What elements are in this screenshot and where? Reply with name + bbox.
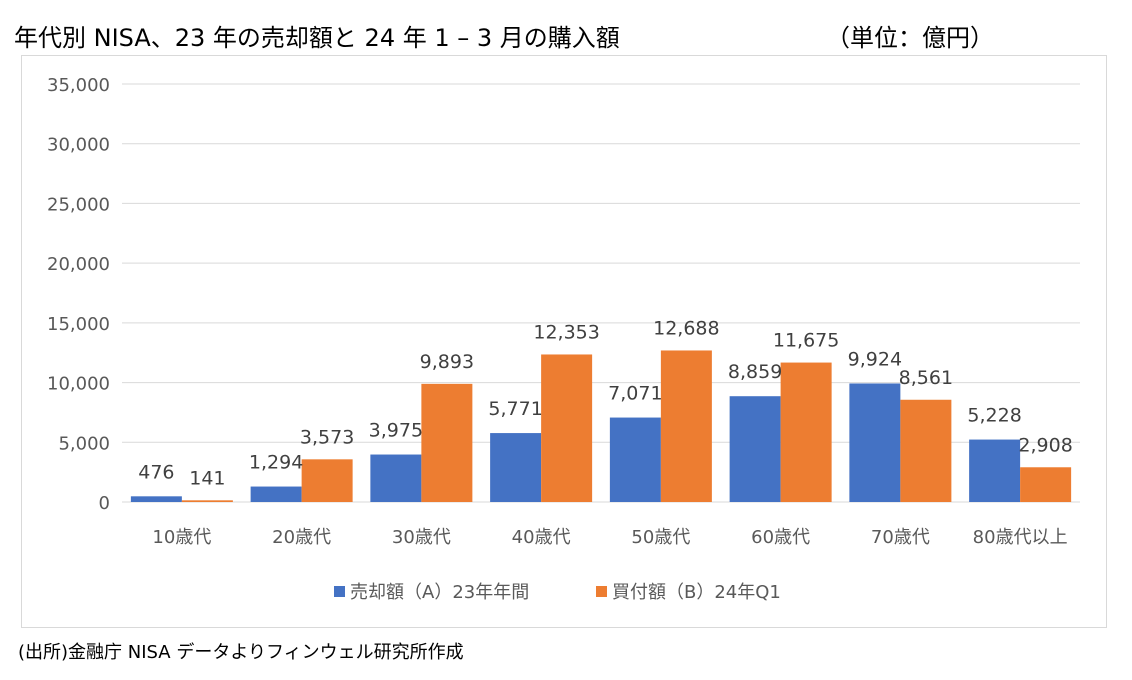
bar xyxy=(421,383,473,502)
data-labels: 476 141 1,294 3,573 3,975 9,893 5,771 12,353 7,0… xyxy=(138,317,1073,489)
data-label: 3,573 xyxy=(300,426,354,448)
bar xyxy=(370,454,422,502)
y-tick-label: 30,000 xyxy=(47,135,110,156)
unit-label: （単位：億円） xyxy=(826,24,994,52)
bar xyxy=(609,417,661,502)
bar xyxy=(250,486,302,502)
data-label: 8,561 xyxy=(899,367,953,389)
legend-swatch xyxy=(334,586,345,597)
legend-label: 売却額（A）23年年間 xyxy=(350,582,529,603)
data-label: 5,228 xyxy=(967,405,1021,427)
x-tick-label: 70歳代 xyxy=(871,527,930,548)
y-tick-label: 20,000 xyxy=(47,254,110,275)
x-axis-ticks: 10歳代 20歳代 30歳代 40歳代 50歳代 60歳代 70歳代 80歳代以上 xyxy=(152,527,1067,548)
source-note: (出所)金融庁 NISA データよりフィンウェル研究所作成 xyxy=(18,642,464,663)
x-tick-label: 60歳代 xyxy=(751,527,810,548)
data-label: 11,675 xyxy=(773,330,839,352)
y-tick-label: 15,000 xyxy=(47,314,110,335)
y-tick-label: 10,000 xyxy=(47,374,110,395)
data-label: 9,924 xyxy=(848,348,902,370)
bar xyxy=(780,362,832,502)
x-tick-label: 10歳代 xyxy=(152,527,211,548)
bar xyxy=(181,500,233,502)
legend: 売却額（A）23年年間 買付額（B）24年Q1 xyxy=(334,582,781,603)
data-label: 7,071 xyxy=(608,383,662,405)
data-label: 141 xyxy=(189,467,225,489)
y-tick-label: 5,000 xyxy=(58,433,110,454)
y-tick-label: 35,000 xyxy=(47,75,110,96)
bars xyxy=(130,350,1072,502)
bar xyxy=(660,350,712,502)
bar xyxy=(301,459,353,502)
bar xyxy=(900,399,952,502)
chart-title: 年代別 NISA、23 年の売却額と 24 年 1 – 3 月の購入額 xyxy=(14,24,620,52)
legend-label: 買付額（B）24年Q1 xyxy=(612,582,781,603)
x-tick-label: 40歳代 xyxy=(512,527,571,548)
bar xyxy=(490,433,542,502)
x-tick-label: 30歳代 xyxy=(392,527,451,548)
bar xyxy=(541,354,593,502)
gridlines xyxy=(122,83,1080,503)
data-label: 2,908 xyxy=(1018,434,1072,456)
data-label: 476 xyxy=(138,461,174,483)
bar xyxy=(969,439,1021,502)
bar xyxy=(849,383,901,502)
legend-swatch xyxy=(596,586,607,597)
data-label: 8,859 xyxy=(728,361,782,383)
x-tick-label: 50歳代 xyxy=(631,527,690,548)
y-tick-label: 25,000 xyxy=(47,194,110,215)
data-label: 9,893 xyxy=(420,351,474,373)
y-tick-label: 0 xyxy=(99,493,110,514)
x-tick-label: 80歳代以上 xyxy=(973,527,1068,548)
data-label: 5,771 xyxy=(488,398,542,420)
bar xyxy=(1020,467,1072,502)
y-axis-ticks: 0 5,000 10,000 15,000 20,000 25,000 30,000 35,0… xyxy=(47,75,110,514)
data-label: 3,975 xyxy=(369,420,423,442)
bar xyxy=(729,396,781,502)
x-tick-label: 20歳代 xyxy=(272,527,331,548)
data-label: 1,294 xyxy=(249,452,303,474)
data-label: 12,688 xyxy=(653,317,719,339)
chart-frame xyxy=(21,55,1107,628)
data-label: 12,353 xyxy=(533,321,599,343)
bar xyxy=(130,496,182,502)
